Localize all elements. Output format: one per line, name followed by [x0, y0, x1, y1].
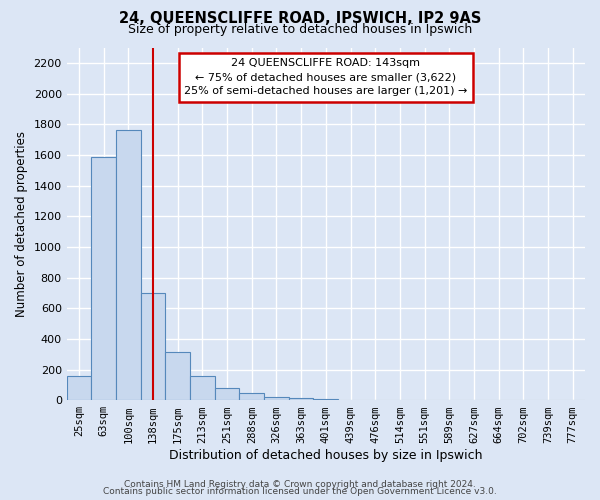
- Bar: [141, 293, 166, 400]
- Text: 24 QUEENSCLIFFE ROAD: 143sqm
← 75% of detached houses are smaller (3,622)
25% of: 24 QUEENSCLIFFE ROAD: 143sqm ← 75% of de…: [184, 58, 467, 96]
- Bar: [289, 398, 313, 400]
- Bar: [215, 388, 239, 400]
- Bar: [190, 376, 215, 400]
- Text: 24, QUEENSCLIFFE ROAD, IPSWICH, IP2 9AS: 24, QUEENSCLIFFE ROAD, IPSWICH, IP2 9AS: [119, 11, 481, 26]
- Y-axis label: Number of detached properties: Number of detached properties: [15, 131, 28, 317]
- Bar: [91, 157, 116, 400]
- Bar: [116, 130, 141, 400]
- Bar: [264, 397, 289, 400]
- Bar: [313, 398, 338, 400]
- Text: Contains HM Land Registry data © Crown copyright and database right 2024.: Contains HM Land Registry data © Crown c…: [124, 480, 476, 489]
- Bar: [166, 352, 190, 400]
- Bar: [239, 394, 264, 400]
- Text: Size of property relative to detached houses in Ipswich: Size of property relative to detached ho…: [128, 22, 472, 36]
- X-axis label: Distribution of detached houses by size in Ipswich: Distribution of detached houses by size …: [169, 450, 482, 462]
- Bar: [67, 376, 91, 400]
- Text: Contains public sector information licensed under the Open Government Licence v3: Contains public sector information licen…: [103, 487, 497, 496]
